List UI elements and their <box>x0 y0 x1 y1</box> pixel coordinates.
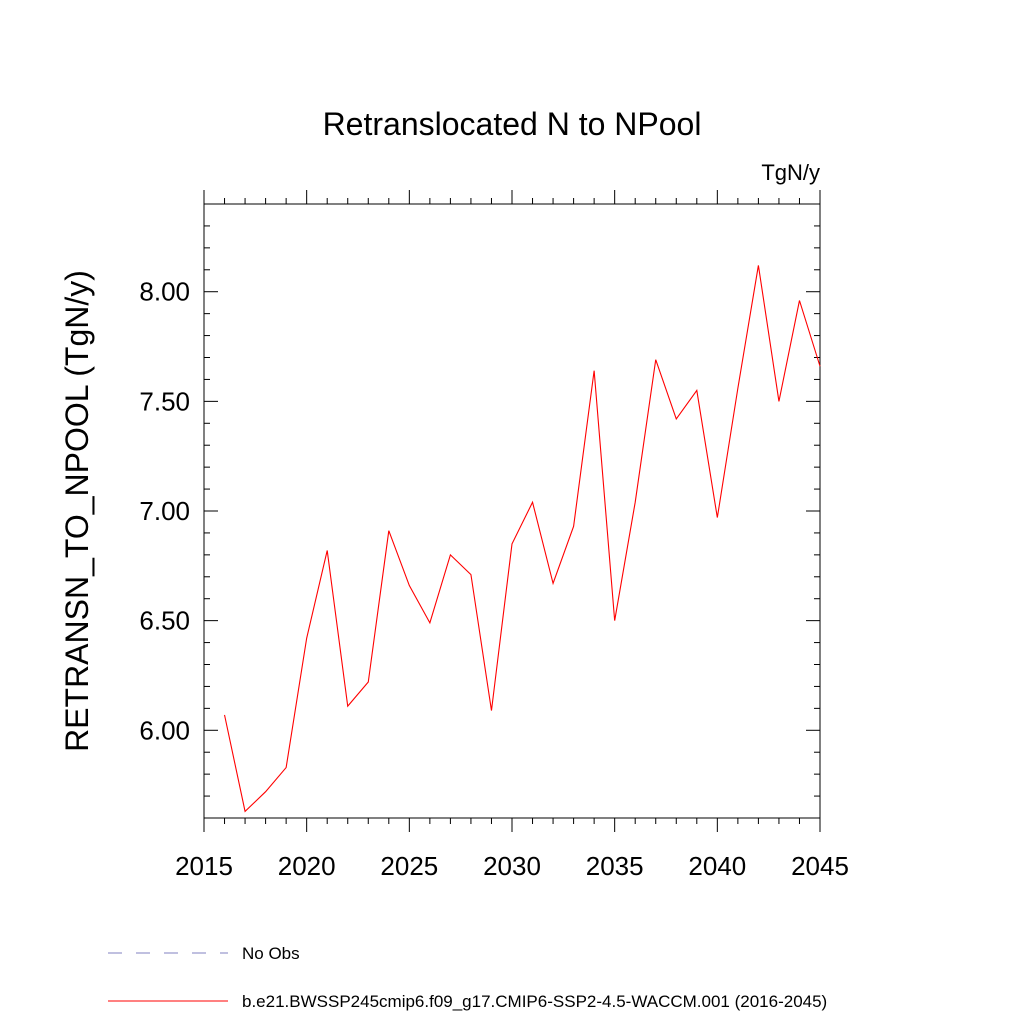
y-axis-label: RETRANSN_TO_NPOOL (TgN/y) <box>59 270 95 752</box>
y-tick-label: 6.00 <box>139 715 190 745</box>
legend-label-no-obs: No Obs <box>242 944 300 963</box>
x-tick-label: 2020 <box>278 851 336 881</box>
y-tick-label: 7.00 <box>139 496 190 526</box>
x-axis-tick-labels: 2015 2020 2025 2030 2035 2040 2045 <box>175 851 849 881</box>
series-layer <box>223 265 821 813</box>
chart-title: Retranslocated N to NPool <box>323 106 702 142</box>
y-tick-label: 7.50 <box>139 386 190 416</box>
y-axis-tick-labels: 6.00 6.50 7.00 7.50 8.00 <box>139 277 190 746</box>
x-tick-label: 2030 <box>483 851 541 881</box>
legend: No Obs b.e21.BWSSP245cmip6.f09_g17.CMIP6… <box>108 944 827 1011</box>
x-tick-label: 2040 <box>688 851 746 881</box>
x-tick-label: 2035 <box>586 851 644 881</box>
x-axis-ticks <box>203 190 821 832</box>
x-tick-label: 2045 <box>791 851 849 881</box>
y-tick-label: 8.00 <box>139 277 190 307</box>
y-axis-ticks <box>204 203 820 819</box>
units-label: TgN/y <box>761 160 820 185</box>
x-tick-label: 2015 <box>175 851 233 881</box>
x-tick-label: 2025 <box>380 851 438 881</box>
legend-label-model: b.e21.BWSSP245cmip6.f09_g17.CMIP6-SSP2-4… <box>242 992 827 1011</box>
y-tick-label: 6.50 <box>139 606 190 636</box>
series-line <box>223 265 821 813</box>
plot-frame <box>203 203 821 819</box>
